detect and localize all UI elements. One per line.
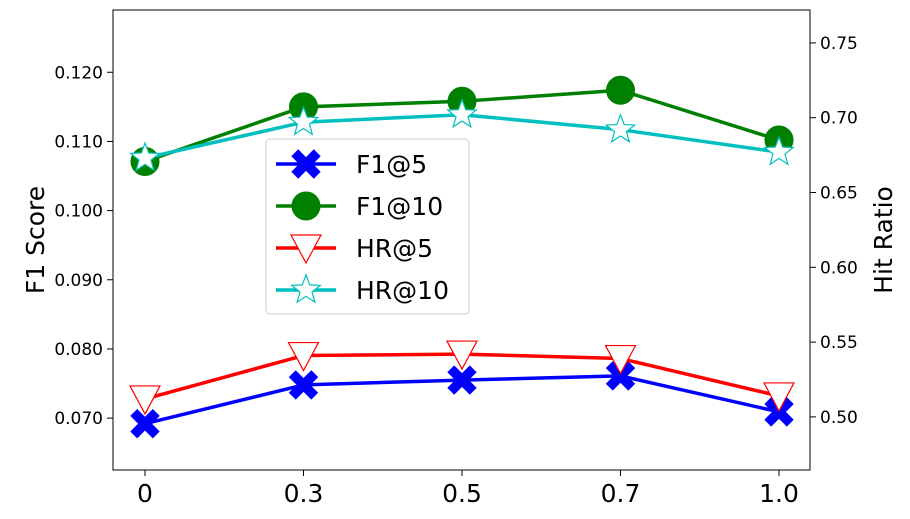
right-y-tick-label: 0.75: [820, 34, 858, 54]
legend-label: F1@5: [356, 150, 427, 179]
right-y-tick-label: 0.55: [820, 333, 858, 353]
data-point-marker: [129, 141, 161, 172]
x-tick-label: 1.0: [759, 479, 799, 508]
x-axis: 0 0.3 0.5 0.7 1.0: [137, 470, 799, 508]
data-point-marker: [762, 382, 796, 413]
x-tick-label: 0.3: [284, 479, 324, 508]
series-layer: [128, 75, 796, 439]
x-tick-label: 0: [137, 479, 153, 508]
left-y-tick-label: 0.100: [54, 202, 103, 222]
right-y-tick-label: 0.65: [820, 184, 858, 204]
legend-label: F1@10: [356, 192, 443, 221]
legend-label: HR@5: [356, 234, 433, 263]
left-y-axis-title: F1 Score: [21, 186, 50, 294]
right-y-tick-label: 0.70: [820, 109, 858, 129]
left-y-tick-label: 0.080: [54, 340, 103, 360]
x-tick-label: 0.5: [442, 479, 482, 508]
left-y-axis: 0.070 0.080 0.090 0.100 0.110 0.120: [54, 63, 113, 429]
legend-marker: [290, 273, 322, 304]
legend-label: HR@10: [356, 276, 449, 305]
series-f1-at-5: [130, 361, 794, 439]
right-y-tick-label: 0.50: [820, 408, 858, 428]
data-point-marker: [288, 370, 319, 400]
data-point-marker: [130, 408, 160, 439]
right-y-axis-title: Hit Ratio: [869, 186, 898, 294]
left-y-tick-label: 0.110: [54, 132, 103, 152]
data-point-marker: [287, 105, 320, 136]
data-point-marker: [447, 365, 477, 395]
data-point-marker: [128, 385, 162, 416]
left-y-tick-label: 0.120: [54, 63, 103, 83]
data-point-marker: [763, 135, 795, 166]
legend: F1@5 F1@10 HR@5 HR@10: [265, 138, 470, 315]
data-point-marker: [446, 98, 478, 129]
legend-marker: [291, 191, 321, 221]
data-point-marker: [445, 340, 479, 371]
data-point-marker: [604, 112, 637, 144]
series-hr-at-10: [129, 98, 795, 172]
legend-marker: [289, 234, 323, 265]
data-point-marker: [606, 75, 635, 105]
left-y-tick-label: 0.090: [54, 271, 103, 291]
x-tick-label: 0.7: [601, 479, 641, 508]
data-point-marker: [604, 344, 637, 375]
left-y-tick-label: 0.070: [54, 409, 103, 429]
legend-frame: [265, 138, 470, 315]
legend-marker: [291, 149, 321, 179]
series-hr-at-5: [128, 340, 796, 416]
right-y-tick-label: 0.60: [820, 258, 858, 278]
right-y-axis: 0.50 0.55 0.60 0.65 0.70 0.75: [810, 34, 858, 428]
data-point-marker: [287, 341, 320, 372]
